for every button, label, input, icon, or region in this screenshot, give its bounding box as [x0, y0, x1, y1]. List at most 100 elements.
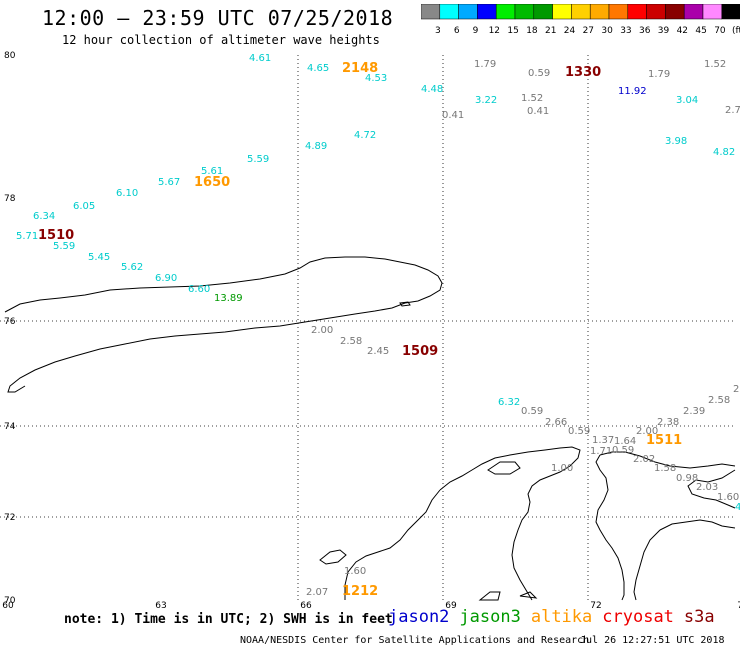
swh-value-label: 1.00 [551, 463, 573, 474]
swh-value-label: 1330 [565, 65, 601, 80]
swh-value-label: 5.71 [16, 231, 38, 242]
swh-value-label: 6.10 [116, 188, 138, 199]
coastline-east [687, 469, 736, 509]
generation-timestamp: Jul 26 12:27:51 UTC 2018 [580, 635, 725, 646]
swh-value-label: 1650 [194, 175, 230, 190]
swh-value-label: 1.60 [344, 566, 366, 577]
swh-value-label: 1.52 [521, 93, 543, 104]
longitude-label: 69 [445, 601, 457, 611]
satellite-legend-item: cryosat [602, 607, 674, 627]
swh-value-label: 5.59 [247, 154, 269, 165]
color-scale-label: 21 [545, 26, 556, 36]
swh-value-label: 4.65 [307, 63, 329, 74]
swh-value-label: 6.60 [188, 284, 210, 295]
swh-value-label: 6.34 [33, 211, 55, 222]
swh-value-label: 2.66 [545, 417, 567, 428]
swh-value-label: 3.04 [676, 95, 698, 106]
swh-value-label: 2.39 [683, 406, 705, 417]
swh-value-label: 11.92 [618, 86, 647, 97]
satellite-legend-item: altika [530, 607, 593, 627]
swh-value-label: 4.61 [249, 53, 271, 64]
coastline-islands [319, 549, 538, 601]
color-scale-label: (ft) [732, 26, 740, 36]
footnote: note: 1) Time is in UTC; 2) SWH is in fe… [64, 612, 393, 627]
color-scale-label: 33 [620, 26, 631, 36]
color-scale-label: 39 [658, 26, 670, 36]
swh-value-label: 2.02 [633, 454, 655, 465]
color-scale-label: 70 [714, 26, 726, 36]
swh-value-label: 2.38 [657, 417, 679, 428]
longitude-label: 60 [2, 601, 14, 611]
swh-value-label: 2.00 [636, 426, 658, 437]
longitude-label: 72 [590, 601, 601, 611]
swh-value-label: 1.58 [654, 463, 676, 474]
swh-value-label: 4.48 [421, 84, 443, 95]
color-scale-label: 3 [435, 26, 441, 36]
swh-value-label: 2.00 [311, 325, 333, 336]
swh-value-label: 6.05 [73, 201, 95, 212]
swh-value-label: 4 [735, 502, 740, 513]
swh-value-label: 5.67 [158, 177, 180, 188]
swh-value-label: 1.71 [590, 446, 612, 457]
swh-value-label: 1509 [402, 344, 438, 359]
swh-value-label: 1.79 [648, 69, 670, 80]
map-gridlines [0, 55, 735, 603]
latitude-label: 80 [4, 51, 16, 61]
swh-value-label: 1212 [342, 584, 378, 599]
satellite-legend-item: s3a [683, 607, 715, 627]
latitude-label: 72 [4, 513, 15, 523]
color-scale-label: 24 [564, 26, 576, 36]
color-scale-label: 42 [677, 26, 688, 36]
latitude-label: 74 [4, 422, 16, 432]
color-scale-label: 36 [639, 26, 651, 36]
swh-value-label: 2.58 [340, 336, 362, 347]
page-title: 12:00 – 23:59 UTC 07/25/2018 [42, 6, 394, 30]
color-scale-label: 45 [695, 26, 706, 36]
coastline [4, 256, 736, 601]
latitude-label: 76 [4, 317, 16, 327]
swh-value-label: 2.7 [725, 105, 740, 116]
latitude-label: 70 [4, 596, 16, 606]
swh-value-label: 2.03 [696, 482, 718, 493]
coastline-novaya-zemlya [4, 256, 443, 393]
longitude-label: 63 [155, 601, 166, 611]
swh-value-label: 1511 [646, 433, 682, 448]
color-scale-label: 27 [583, 26, 594, 36]
credit-text: NOAA/NESDIS Center for Satellite Applica… [240, 635, 590, 646]
swh-value-label: 4.53 [365, 73, 387, 84]
swh-value-label: 2148 [342, 61, 378, 76]
swh-value-label: 1.79 [474, 59, 496, 70]
swh-value-label: 4.82 [713, 147, 735, 158]
swh-value-label: 0.59 [568, 426, 590, 437]
coastline-peninsula [633, 519, 736, 601]
swh-value-label: 1510 [38, 228, 74, 243]
swh-value-label: 5.45 [88, 252, 110, 263]
satellite-legend-item: jason2 [388, 607, 450, 627]
swh-value-label: 0.98 [676, 473, 698, 484]
swh-value-label: 4.72 [354, 130, 376, 141]
swh-value-label: 6.90 [155, 273, 177, 284]
color-scale-label: 12 [489, 26, 500, 36]
satellite-legend: jason2 jason3 altika cryosat s3a [388, 607, 725, 627]
swh-value-label: 3.98 [665, 136, 687, 147]
coastline-bay [487, 461, 521, 475]
swh-value-label: 0.59 [528, 68, 550, 79]
swh-value-label: 3.22 [475, 95, 497, 106]
color-scale-label: 18 [526, 26, 538, 36]
coastline-islet [399, 301, 411, 307]
swh-value-label: 0.59 [521, 406, 543, 417]
swh-value-label: 2 [733, 384, 739, 395]
color-scale-label: 9 [473, 26, 479, 36]
swh-value-label: 1.64 [614, 436, 636, 447]
longitude-label: 66 [300, 601, 312, 611]
swh-value-label: 2.07 [306, 587, 328, 598]
swh-value-label: 0.41 [527, 106, 549, 117]
swh-value-label: 1.52 [704, 59, 726, 70]
swh-value-label: 5.61 [201, 166, 223, 177]
satellite-legend-item: jason3 [459, 607, 521, 627]
coastline-yamal-west [344, 489, 441, 600]
